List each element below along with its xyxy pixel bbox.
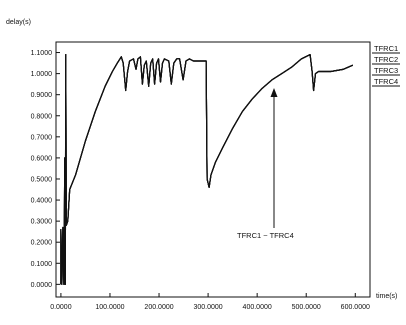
x-axis: 0.0000 100.0000 200.0000 300.0000 400.0000 50…	[50, 293, 370, 311]
y-tick-label: 0.4000	[31, 198, 53, 205]
annotation: TFRC1 ~ TFRC4	[237, 88, 294, 240]
x-tick-label: 400.0000	[243, 304, 272, 311]
x-tick-label: 0.0000	[50, 304, 72, 311]
legend-label-tfrc2: TFRC2	[374, 55, 398, 64]
y-tick-label: 0.9000	[31, 92, 53, 99]
legend-label-tfrc3: TFRC3	[374, 66, 398, 75]
y-tick-label: 1.0000	[31, 71, 53, 78]
x-tick-label: 200.0000	[144, 304, 173, 311]
y-tick-label: 0.0000	[31, 282, 53, 289]
x-tick-label: 600.0000	[341, 304, 370, 311]
annotation-arrow-head	[270, 88, 278, 97]
x-axis-label: time(s)	[376, 293, 397, 300]
y-axis-label: delay(s)	[6, 19, 31, 26]
y-tick-label: 0.2000	[31, 240, 53, 247]
y-axis: 0.0000 0.1000 0.2000 0.3000 0.4000 0.5000 0.60…	[31, 50, 60, 289]
plot-frame	[55, 41, 371, 298]
x-tick-label: 300.0000	[193, 304, 222, 311]
y-tick-label: 0.1000	[31, 261, 53, 268]
y-tick-label: 0.3000	[31, 219, 53, 226]
legend-label-tfrc4: TFRC4	[374, 77, 398, 86]
plot-border	[55, 41, 371, 298]
x-tick-label: 100.0000	[95, 304, 124, 311]
y-tick-label: 0.6000	[31, 155, 53, 162]
y-tick-label: 0.5000	[31, 176, 53, 183]
legend: TFRC1 TFRC2 TFRC3 TFRC4	[372, 44, 400, 87]
y-tick-label: 0.7000	[31, 134, 53, 141]
y-tick-label: 1.1000	[31, 50, 53, 57]
series-line-tfrc4	[60, 54, 354, 285]
x-tick-label: 500.0000	[292, 304, 321, 311]
series-lines	[60, 54, 354, 285]
y-tick-label: 0.8000	[31, 113, 53, 120]
annotation-label: TFRC1 ~ TFRC4	[237, 231, 294, 240]
legend-label-tfrc1: TFRC1	[374, 44, 398, 53]
